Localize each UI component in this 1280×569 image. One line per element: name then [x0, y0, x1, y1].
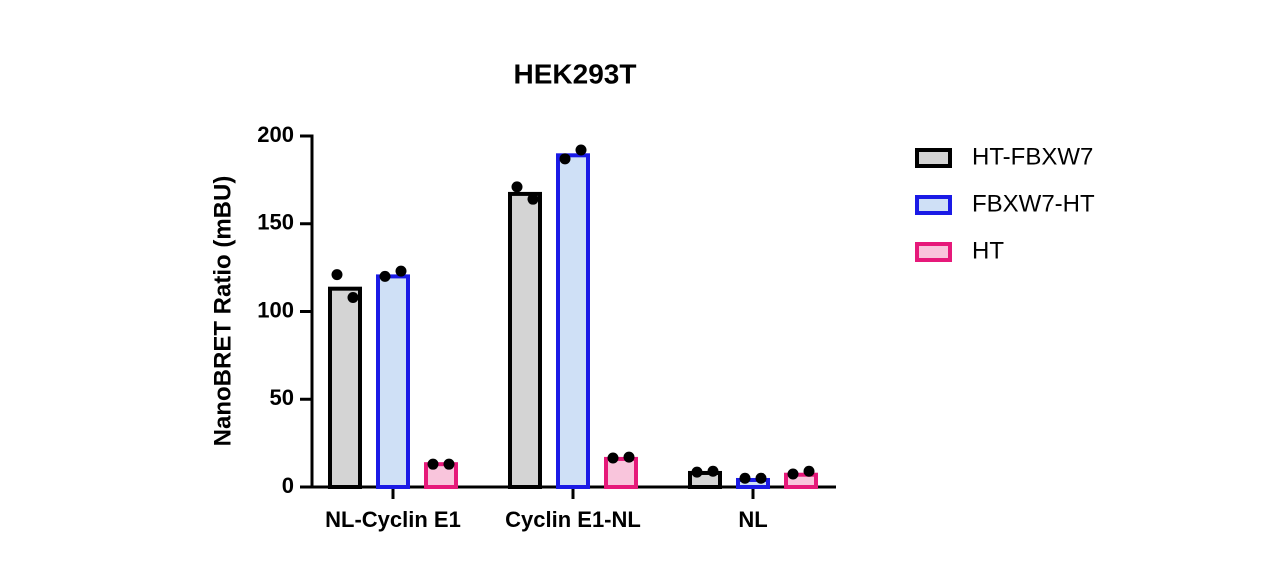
y-tick-label: 100	[257, 297, 294, 322]
bar	[556, 153, 590, 489]
replicate-point	[527, 193, 539, 205]
x-tick-label: Cyclin E1-NL	[505, 507, 641, 532]
replicate-point	[755, 472, 767, 484]
replicate-point	[511, 181, 523, 193]
y-tick-label: 150	[257, 210, 294, 235]
legend-label: HT-FBXW7	[972, 143, 1093, 170]
bar	[604, 456, 638, 490]
bar	[424, 462, 458, 489]
y-tick-label: 50	[270, 385, 294, 410]
replicate-point	[443, 458, 455, 470]
x-tick-label: NL	[738, 507, 767, 532]
replicate-point	[395, 265, 407, 277]
replicate-point	[623, 451, 635, 463]
bar	[736, 477, 770, 490]
replicate-point	[575, 144, 587, 156]
legend-label: HT	[972, 237, 1004, 264]
replicate-point	[559, 153, 571, 165]
replicate-point	[707, 465, 719, 477]
bar	[376, 274, 410, 489]
replicate-point	[427, 458, 439, 470]
replicate-point	[331, 269, 343, 281]
bar	[328, 286, 362, 489]
replicate-point	[379, 270, 391, 282]
x-tick-label: NL-Cyclin E1	[325, 507, 461, 532]
bar	[508, 191, 542, 489]
legend-label: FBXW7-HT	[972, 190, 1095, 217]
replicate-point	[739, 472, 751, 484]
chart-title: HEK293T	[514, 58, 637, 89]
y-tick-label: 0	[282, 473, 294, 498]
replicate-point	[787, 468, 799, 480]
y-tick-label: 200	[257, 122, 294, 147]
replicate-point	[691, 466, 703, 478]
replicate-point	[347, 291, 359, 303]
y-axis-label: NanoBRET Ratio (mBU)	[209, 176, 236, 447]
replicate-point	[803, 465, 815, 477]
legend-swatch	[915, 195, 952, 215]
legend-swatch	[915, 242, 952, 262]
replicate-point	[607, 452, 619, 464]
legend-swatch	[915, 148, 952, 168]
